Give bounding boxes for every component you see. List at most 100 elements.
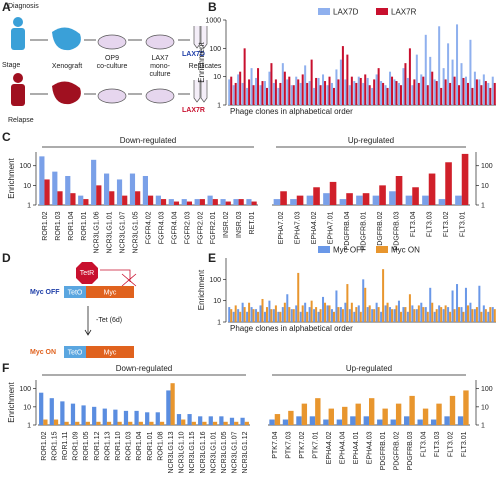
bar: [233, 199, 239, 205]
bar: [339, 199, 347, 205]
bar: [259, 305, 262, 322]
bar: [296, 195, 304, 205]
bar: [438, 26, 441, 106]
y-tick-label: 1: [481, 423, 485, 430]
bar: [257, 68, 260, 105]
bar: [117, 421, 122, 425]
bar: [380, 311, 383, 322]
bar: [181, 419, 186, 425]
bar: [364, 74, 367, 105]
xenograft-icon: [52, 27, 81, 51]
bar: [428, 173, 436, 205]
bar: [265, 87, 268, 105]
x-tick-label: ROR1.08: [157, 431, 164, 460]
legend-label: Myc ON: [391, 246, 420, 255]
teto-box: [64, 286, 86, 298]
bar: [482, 305, 485, 322]
y-tick-label: 10: [481, 404, 489, 411]
label: mono-: [150, 63, 171, 70]
x-tick-label: PDGFRB.04: [344, 211, 351, 250]
label: Replicates: [189, 63, 222, 70]
bar: [170, 383, 175, 425]
bar: [240, 417, 245, 425]
bar: [404, 416, 410, 425]
label: Myc OFF: [30, 289, 60, 296]
y-axis-label: Enrichment: [197, 41, 206, 82]
bar: [304, 302, 307, 322]
teto-box: [64, 346, 86, 358]
x-tick-label: EPHA7.03: [294, 211, 301, 244]
bar: [471, 87, 474, 105]
bar: [286, 79, 289, 105]
x-tick-label: NCR3LG1.01: [210, 431, 217, 473]
bar: [232, 311, 235, 322]
label: LAX7D: [182, 51, 205, 58]
y-tick-label: 1: [481, 203, 485, 210]
bar: [243, 307, 246, 322]
x-tick-label: NCR3LG1.05: [133, 211, 140, 253]
bar: [390, 419, 396, 425]
bar: [409, 395, 415, 425]
x-tick-label: PDGFRB.03: [393, 211, 400, 250]
bar: [273, 199, 281, 205]
x-tick-label: PDGFRB.02: [377, 211, 384, 250]
bar: [315, 77, 318, 105]
xenograft-icon: [52, 81, 81, 105]
bar: [207, 195, 213, 205]
x-tick-label: FGFR2.03: [184, 211, 191, 244]
x-tick-label: INSR.02: [223, 211, 230, 238]
y-tick-label: 10: [23, 183, 31, 190]
panel-label: C: [2, 130, 11, 144]
label: LAX7: [151, 55, 168, 62]
x-tick-label: EPHA4.02: [311, 211, 318, 244]
bar: [255, 77, 258, 105]
bar: [460, 307, 463, 322]
label: LAX7R: [182, 107, 205, 114]
bar: [389, 191, 396, 205]
x-tick-label: PTK7.01: [313, 431, 320, 458]
bar: [382, 82, 385, 105]
bar: [306, 195, 314, 205]
bar: [96, 185, 102, 205]
bar: [288, 76, 291, 105]
bar: [397, 82, 400, 105]
bar: [283, 71, 286, 105]
bar: [453, 76, 456, 105]
label: OP9: [105, 55, 119, 62]
bar: [323, 193, 330, 205]
bar: [469, 302, 472, 322]
bar: [160, 199, 167, 205]
bar: [176, 414, 182, 425]
bar: [85, 421, 90, 425]
bar: [220, 199, 226, 205]
legend-label: LAX7D: [333, 8, 359, 17]
x-tick-label: ROR1.13: [104, 431, 111, 460]
diagram-a: Diagnosis Stage Relapse Xenograft OP9 co…: [2, 3, 222, 124]
bar: [295, 305, 298, 322]
group-title: Down-regulated: [116, 364, 172, 373]
bar: [53, 419, 59, 425]
bar: [466, 82, 469, 105]
bar: [326, 305, 329, 322]
panel-label: B: [208, 0, 217, 14]
bar: [411, 305, 414, 322]
bar: [366, 307, 369, 322]
bar: [212, 199, 218, 205]
bar: [323, 419, 329, 425]
bar: [371, 87, 374, 105]
x-tick-label: FLT3.01: [461, 431, 468, 457]
x-axis-label: Phage clones in alphabetical order: [230, 324, 353, 333]
bar: [473, 309, 476, 322]
bar: [417, 305, 420, 322]
bar: [155, 195, 161, 205]
y-axis-label: Enrichment: [197, 269, 206, 310]
bar: [377, 307, 380, 322]
bar: [282, 419, 289, 425]
x-tick-label: FLT3.04: [420, 431, 427, 457]
x-tick-label: FLT3.04: [410, 211, 417, 237]
bar: [234, 305, 237, 322]
bar: [449, 311, 452, 322]
bar: [431, 302, 434, 322]
bar: [368, 305, 371, 322]
x-tick-label: NCR3LG1.13: [168, 431, 175, 473]
